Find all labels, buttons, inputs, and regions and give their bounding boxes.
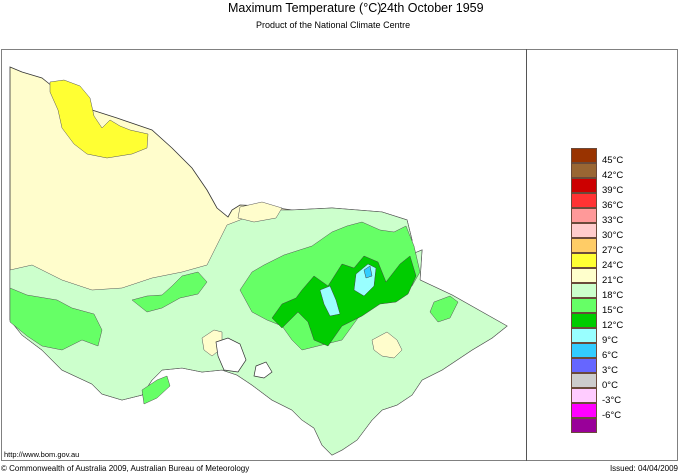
legend-swatch: [571, 193, 597, 208]
legend-swatch: [571, 418, 597, 433]
legend-label: 9°C: [602, 335, 618, 346]
region-9c: [363, 265, 373, 279]
legend-label: 42°C: [602, 170, 624, 181]
subtitle: Product of the National Climate Centre: [256, 20, 411, 30]
legend-swatch: [571, 388, 597, 403]
port-phillip-bay: [215, 337, 247, 373]
legend-label: 3°C: [602, 365, 618, 376]
legend-label: 24°C: [602, 260, 624, 271]
legend-divider: [526, 49, 527, 461]
issued-date: Issued: 04/04/2009: [609, 464, 678, 473]
legend-label: -6°C: [602, 410, 622, 421]
legend-swatch: [571, 208, 597, 223]
legend-label: 15°C: [602, 305, 624, 316]
legend-swatch: [571, 403, 597, 418]
legend-swatch: [571, 253, 597, 268]
region-18c-central-west: [131, 271, 208, 313]
legend-label: 33°C: [602, 215, 624, 226]
chart-title: Maximum Temperature (°C) 24th October 19…: [0, 1, 680, 17]
western-port-bay: [253, 361, 273, 379]
temperature-map: [9, 66, 508, 456]
legend-swatch: [571, 298, 597, 313]
region-24c-east: [237, 201, 283, 223]
legend-label: 36°C: [602, 200, 624, 211]
region-18c-west: [9, 287, 103, 351]
region-18c-south: [141, 375, 171, 405]
region-18c-east: [429, 295, 459, 323]
legend-swatch: [571, 343, 597, 358]
legend-label: -3°C: [602, 395, 622, 406]
region-15c: [271, 255, 417, 347]
legend-swatch: [571, 358, 597, 373]
legend-swatch: [571, 373, 597, 388]
title-date: 24th October 1959: [380, 1, 484, 15]
legend-swatch: [571, 178, 597, 193]
legend-label: 6°C: [602, 350, 618, 361]
region-24c-gippsland: [371, 331, 403, 359]
legend-swatch: [571, 238, 597, 253]
region-12c-a: [319, 285, 341, 317]
legend-label: 39°C: [602, 185, 624, 196]
title-text: Maximum Temperature (°C): [228, 1, 382, 15]
legend-swatch: [571, 223, 597, 238]
legend-swatch: [571, 268, 597, 283]
legend-label: 27°C: [602, 245, 624, 256]
copyright-notice: © Commonwealth of Australia 2009, Austra…: [1, 464, 250, 473]
legend-swatch: [571, 163, 597, 178]
legend-label: 12°C: [602, 320, 624, 331]
legend-label: 0°C: [602, 380, 618, 391]
legend-swatch: [571, 313, 597, 328]
legend-label: 21°C: [602, 275, 624, 286]
legend-swatch: [571, 328, 597, 343]
source-url[interactable]: http://www.bom.gov.au: [4, 450, 80, 459]
region-27c: [49, 79, 149, 159]
legend-label: 18°C: [602, 290, 624, 301]
legend-swatch: [571, 148, 597, 163]
legend-label: 45°C: [602, 155, 624, 166]
legend-swatch: [571, 283, 597, 298]
legend-label: 30°C: [602, 230, 624, 241]
map-frame: [1, 49, 678, 461]
